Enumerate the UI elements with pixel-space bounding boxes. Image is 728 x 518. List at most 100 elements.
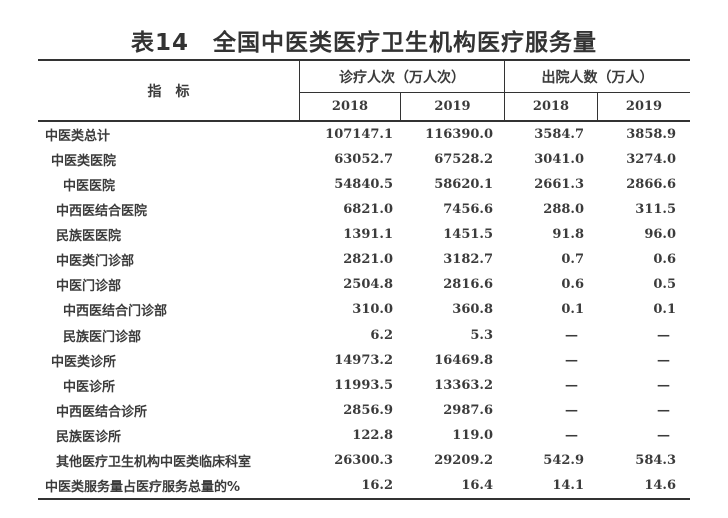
- row-label: 中医类医院: [51, 154, 117, 170]
- header-group-discharges-label: 出院人数（万人）: [505, 61, 690, 93]
- cell-discharges-2018: 3041.0: [534, 152, 584, 168]
- header-discharges-year-2019: 2019: [625, 99, 663, 114]
- cell-discharges-2018: 0.7: [561, 252, 584, 268]
- header-group-visits: 诊疗人次（万人次） 2018 2019: [300, 61, 505, 120]
- row-label: 民族医诊所: [56, 429, 122, 445]
- row-label: 民族医门诊部: [63, 329, 142, 345]
- cell-visits-2019: 360.8: [452, 302, 493, 318]
- table-row: 中医类总计 107147.1 116390.0 3584.7 3858.9: [38, 122, 690, 147]
- cell-discharges-2018: 14.1: [552, 477, 584, 493]
- table-row: 中医诊所 11993.5 13363.2 — —: [38, 373, 690, 398]
- cell-visits-2019: 116390.0: [425, 127, 493, 143]
- table-row: 民族医诊所 122.8 119.0 — —: [38, 423, 690, 448]
- table-body: 中医类总计 107147.1 116390.0 3584.7 3858.9 中医类医院 63…: [38, 122, 690, 500]
- row-label: 中医类门诊部: [56, 254, 135, 270]
- cell-discharges-2019: 584.3: [635, 452, 676, 468]
- cell-discharges-2019: 0.5: [653, 277, 676, 293]
- cell-discharges-2018: 91.8: [552, 227, 584, 243]
- table-row: 民族医医院 1391.1 1451.5 91.8 96.0: [38, 222, 690, 247]
- cell-discharges-2018: —: [565, 377, 578, 393]
- header-groups: 诊疗人次（万人次） 2018 2019 出院人数（万人） 2018 2019: [300, 61, 690, 120]
- table-row: 中医类服务量占医疗服务总量的% 16.2 16.4 14.1 14.6: [38, 473, 690, 498]
- table-row: 中西医结合医院 6821.0 7456.6 288.0 311.5: [38, 197, 690, 222]
- cell-discharges-2019: —: [657, 427, 670, 443]
- cell-visits-2018: 1391.1: [343, 227, 393, 243]
- cell-visits-2019: 29209.2: [434, 452, 493, 468]
- table-header: 指 标 诊疗人次（万人次） 2018 2019 出院人数（万人） 2018 20…: [38, 59, 690, 122]
- cell-visits-2019: 119.0: [452, 427, 493, 443]
- cell-discharges-2018: —: [565, 402, 578, 418]
- cell-visits-2018: 2856.9: [343, 402, 393, 418]
- cell-visits-2018: 11993.5: [334, 377, 393, 393]
- table-row: 中医门诊部 2504.8 2816.6 0.6 0.5: [38, 272, 690, 297]
- cell-visits-2019: 67528.2: [434, 152, 493, 168]
- cell-visits-2019: 16.4: [461, 477, 493, 493]
- cell-visits-2018: 2504.8: [343, 277, 393, 293]
- row-label: 民族医医院: [56, 229, 122, 245]
- cell-visits-2018: 2821.0: [343, 252, 393, 268]
- cell-visits-2019: 1451.5: [443, 227, 493, 243]
- row-label: 中医类总计: [45, 129, 111, 145]
- cell-discharges-2019: —: [657, 352, 670, 368]
- cell-visits-2019: 5.3: [470, 327, 493, 343]
- cell-discharges-2019: 14.6: [644, 477, 676, 493]
- cell-visits-2018: 63052.7: [334, 152, 393, 168]
- row-label: 中医诊所: [63, 379, 116, 395]
- cell-discharges-2019: 96.0: [644, 227, 676, 243]
- table-row: 民族医门诊部 6.2 5.3 — —: [38, 323, 690, 348]
- cell-visits-2018: 14973.2: [334, 352, 393, 368]
- cell-discharges-2018: —: [565, 427, 578, 443]
- table-row: 中医类医院 63052.7 67528.2 3041.0 3274.0: [38, 147, 690, 172]
- row-label: 中医医院: [63, 179, 116, 195]
- cell-visits-2018: 6821.0: [343, 202, 393, 218]
- header-visits-year-2019: 2019: [434, 99, 471, 114]
- table-row: 中西医结合门诊部 310.0 360.8 0.1 0.1: [38, 297, 690, 322]
- cell-discharges-2019: 3274.0: [626, 152, 676, 168]
- row-label: 中西医结合门诊部: [63, 304, 168, 320]
- cell-discharges-2019: —: [657, 402, 670, 418]
- table-row: 中医医院 54840.5 58620.1 2661.3 2866.6: [38, 172, 690, 197]
- cell-discharges-2019: 3858.9: [626, 127, 676, 143]
- cell-visits-2018: 310.0: [352, 302, 393, 318]
- header-indicator: 指 标: [38, 61, 300, 120]
- cell-discharges-2019: —: [657, 327, 670, 343]
- table-row: 中医类诊所 14973.2 16469.8 — —: [38, 348, 690, 373]
- cell-discharges-2019: 0.6: [653, 252, 676, 268]
- header-group-discharges: 出院人数（万人） 2018 2019: [505, 61, 690, 120]
- table-row: 其他医疗卫生机构中医类临床科室 26300.3 29209.2 542.9 584.3: [38, 448, 690, 473]
- cell-discharges-2018: 0.6: [561, 277, 584, 293]
- cell-visits-2019: 13363.2: [434, 377, 493, 393]
- table-row: 中西医结合诊所 2856.9 2987.6 — —: [38, 398, 690, 423]
- cell-discharges-2019: 311.5: [635, 202, 676, 218]
- cell-discharges-2019: 2866.6: [626, 177, 676, 193]
- table-title: 表14 全国中医类医疗卫生机构医疗服务量: [130, 30, 597, 56]
- cell-visits-2019: 2816.6: [443, 277, 493, 293]
- row-label: 中医类诊所: [51, 354, 117, 370]
- row-label: 中西医结合诊所: [56, 404, 148, 420]
- cell-visits-2018: 54840.5: [334, 177, 393, 193]
- table-row: 中医类门诊部 2821.0 3182.7 0.7 0.6: [38, 247, 690, 272]
- header-visits-year-2018: 2018: [300, 93, 401, 120]
- cell-discharges-2018: 2661.3: [534, 177, 584, 193]
- cell-visits-2019: 2987.6: [443, 402, 493, 418]
- row-label: 中医类服务量占医疗服务总量的%: [45, 479, 241, 495]
- cell-visits-2018: 16.2: [361, 477, 393, 493]
- cell-visits-2019: 58620.1: [434, 177, 493, 193]
- statistics-table: 指 标 诊疗人次（万人次） 2018 2019 出院人数（万人） 2018 20…: [38, 59, 690, 500]
- cell-visits-2018: 26300.3: [334, 452, 393, 468]
- row-label: 其他医疗卫生机构中医类临床科室: [56, 454, 252, 470]
- cell-discharges-2018: —: [565, 352, 578, 368]
- cell-discharges-2018: 0.1: [561, 302, 584, 318]
- cell-visits-2018: 6.2: [370, 327, 393, 343]
- cell-discharges-2019: —: [657, 377, 670, 393]
- cell-discharges-2018: 3584.7: [534, 127, 584, 143]
- header-group-discharges-years: 2018 2019: [505, 93, 690, 120]
- header-group-visits-years: 2018 2019: [300, 93, 504, 120]
- header-discharges-year-2018: 2018: [505, 93, 598, 120]
- cell-discharges-2018: 542.9: [543, 452, 584, 468]
- header-group-visits-label: 诊疗人次（万人次）: [300, 61, 504, 93]
- row-label: 中医门诊部: [56, 279, 122, 295]
- cell-discharges-2018: —: [565, 327, 578, 343]
- cell-discharges-2019: 0.1: [653, 302, 676, 318]
